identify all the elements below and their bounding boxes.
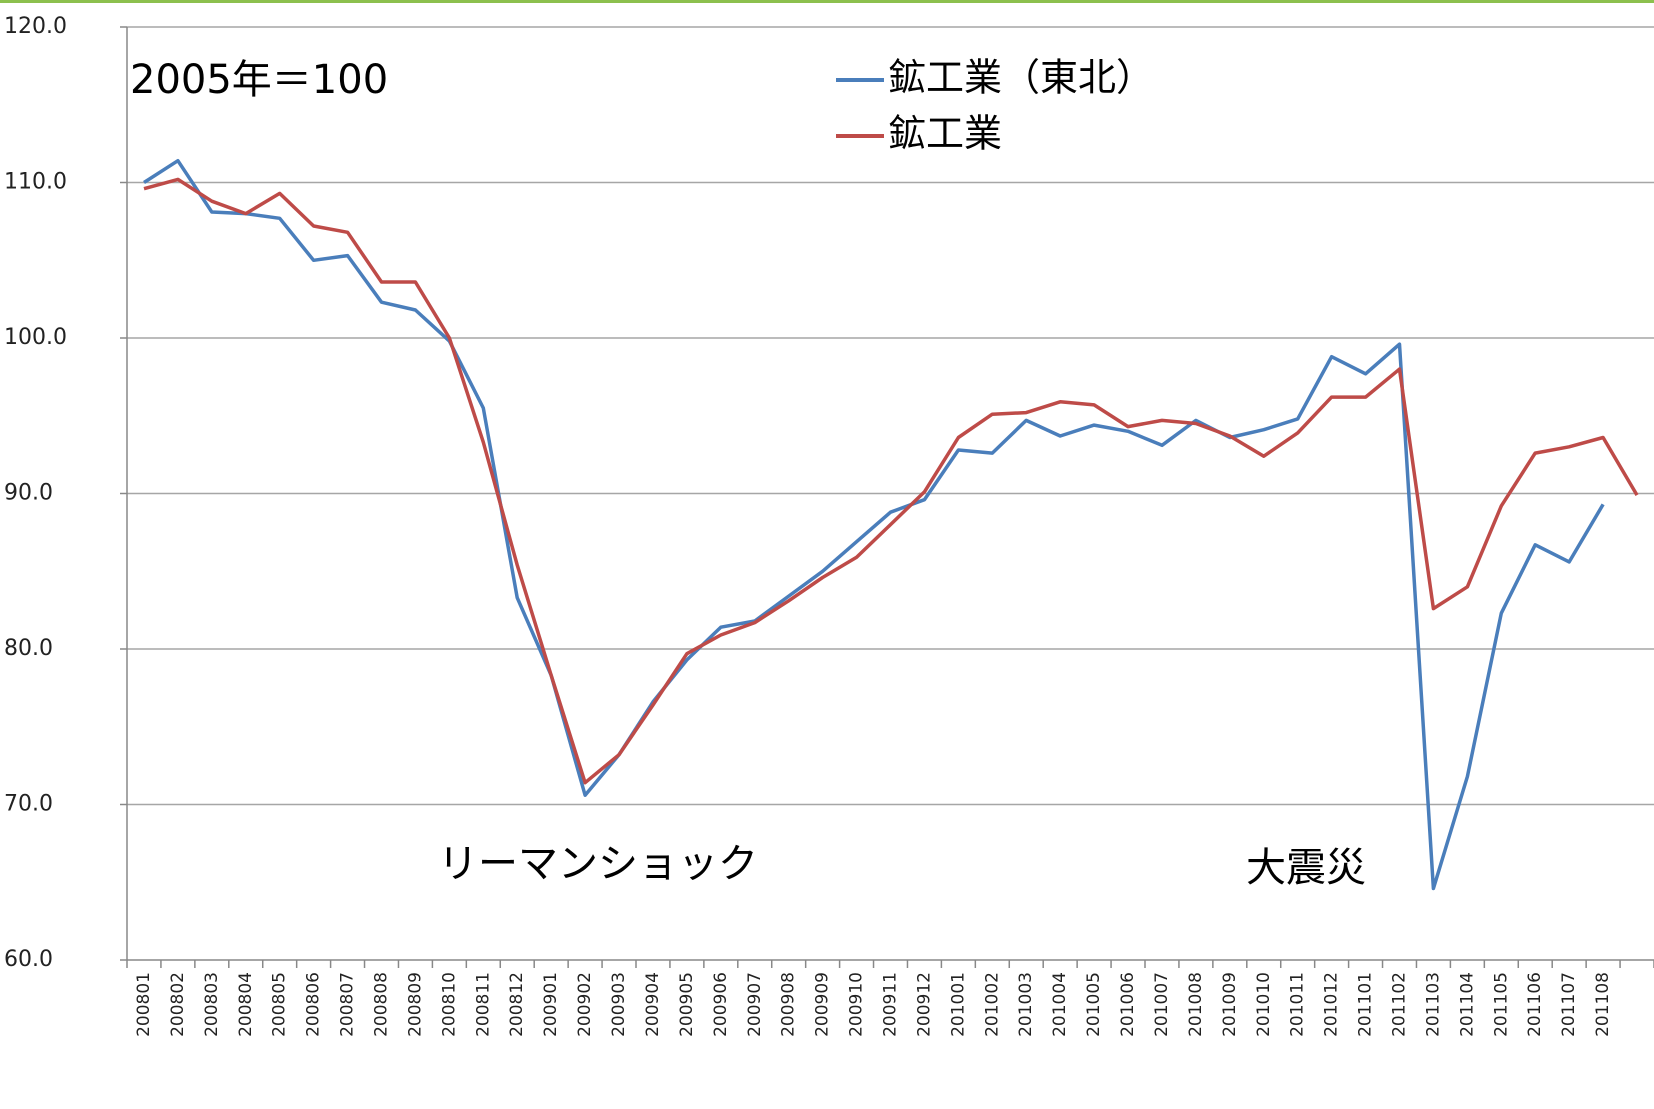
x-tick-label: 201108: [1593, 972, 1613, 1037]
x-tick-label: 201010: [1254, 972, 1274, 1037]
x-tick-label: 201008: [1186, 972, 1206, 1037]
y-tick-label: 90.0: [4, 481, 53, 506]
x-tick-label: 201107: [1559, 972, 1579, 1037]
y-tick-label: 100.0: [4, 325, 67, 350]
x-tick-label: 200809: [405, 972, 425, 1037]
x-tick-label: 200908: [779, 972, 799, 1037]
x-tick-label: 200811: [473, 972, 493, 1037]
x-tick-label: 200912: [914, 972, 934, 1037]
x-tick-label: 201011: [1288, 972, 1308, 1037]
x-tick-label: 201103: [1423, 972, 1443, 1037]
x-tick-label: 200903: [609, 972, 629, 1037]
x-tick-label: 200905: [677, 972, 697, 1037]
x-tick-label: 201101: [1356, 972, 1376, 1037]
x-tick-label: 200904: [643, 972, 663, 1037]
x-tick-label: 200907: [745, 972, 765, 1037]
x-tick-label: 200804: [236, 972, 256, 1037]
x-tick-label: 200902: [575, 972, 595, 1037]
x-tick-label: 200909: [813, 972, 833, 1037]
x-tick-label: 201105: [1491, 972, 1511, 1037]
x-tick-label: 201104: [1457, 972, 1477, 1037]
x-tick-label: 200810: [439, 972, 459, 1037]
y-tick-label: 120.0: [4, 14, 67, 39]
x-tick-label: 201001: [948, 972, 968, 1037]
x-tick-label: 200806: [304, 972, 324, 1037]
x-tick-label: 201012: [1322, 972, 1342, 1037]
x-tick-label: 201009: [1220, 972, 1240, 1037]
x-tick-label: 201102: [1390, 972, 1410, 1037]
x-tick-label: 200805: [270, 972, 290, 1037]
x-tick-label: 201004: [1050, 972, 1070, 1037]
unit-note: 2005年＝100: [130, 57, 388, 103]
x-tick-label: 201007: [1152, 972, 1172, 1037]
x-tick-label: 200807: [338, 972, 358, 1037]
x-tick-label: 201006: [1118, 972, 1138, 1037]
x-tick-label: 200911: [881, 972, 901, 1037]
x-tick-label: 200812: [507, 972, 527, 1037]
x-tick-label: 200910: [847, 972, 867, 1037]
top-border: [0, 0, 1654, 3]
annotation: リーマンショック: [438, 841, 758, 887]
x-tick-label: 200808: [372, 972, 392, 1037]
series-line: [143, 158, 1605, 891]
legend-label: 鉱工業（東北）: [888, 56, 1154, 100]
series-line: [143, 177, 1639, 785]
x-tick-label: 200803: [202, 972, 222, 1037]
x-tick-label: 201106: [1525, 972, 1545, 1037]
legend-label: 鉱工業: [888, 112, 1002, 156]
x-tick-label: 200901: [541, 972, 561, 1037]
y-tick-label: 110.0: [4, 170, 67, 195]
x-tick-label: 201002: [982, 972, 1002, 1037]
annotation: 大震災: [1246, 845, 1366, 891]
y-tick-label: 70.0: [4, 792, 53, 817]
y-tick-label: 60.0: [4, 947, 53, 972]
x-tick-label: 200801: [134, 972, 154, 1037]
y-tick-label: 80.0: [4, 636, 53, 661]
x-tick-label: 201003: [1016, 972, 1036, 1037]
x-tick-label: 201005: [1084, 972, 1104, 1037]
x-tick-label: 200802: [168, 972, 188, 1037]
x-tick-label: 200906: [711, 972, 731, 1037]
